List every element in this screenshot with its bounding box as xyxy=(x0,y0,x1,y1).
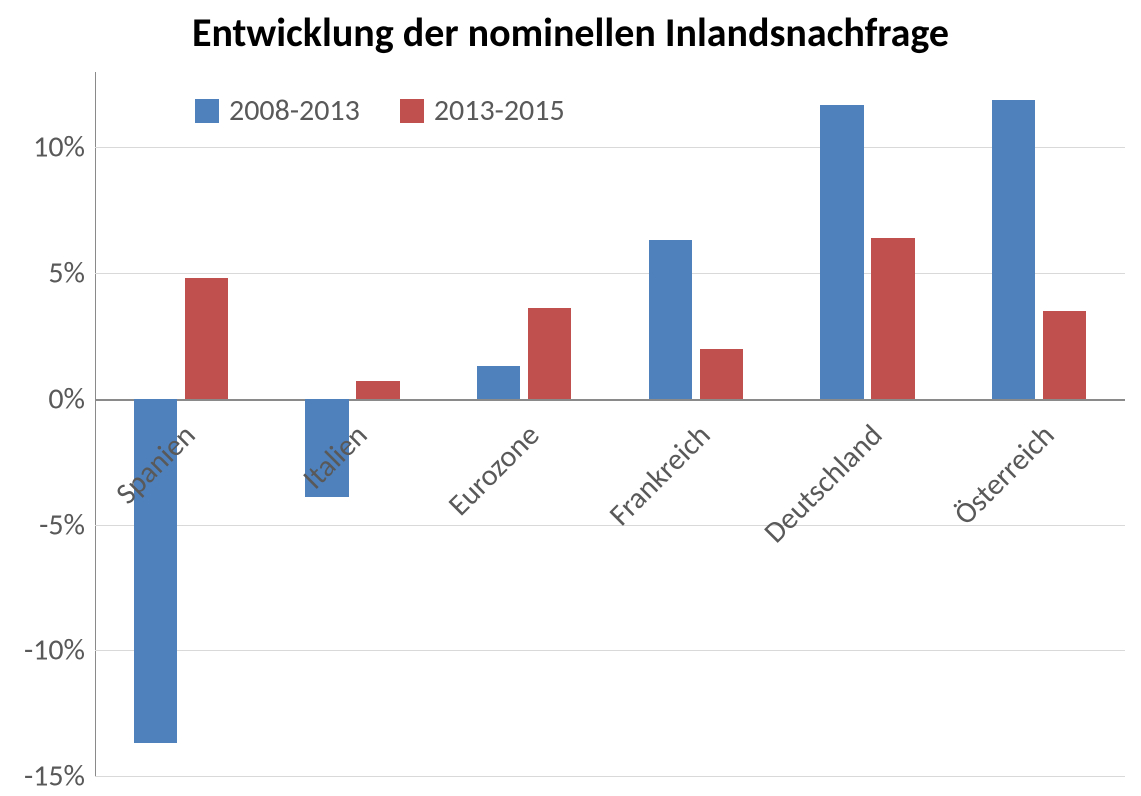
bar xyxy=(185,278,228,399)
bar xyxy=(820,105,863,399)
chart-title: Entwicklung der nominellen Inlandsnachfr… xyxy=(0,8,1141,57)
legend-swatch xyxy=(195,99,219,123)
plot-area: -15%-10%-5%0%5%10%SpanienItalienEurozone… xyxy=(95,72,1125,776)
gridline xyxy=(95,650,1125,651)
gridline xyxy=(95,147,1125,148)
category-label: Eurozone xyxy=(440,417,546,523)
y-tick-label: 5% xyxy=(48,255,95,292)
y-axis-line xyxy=(95,72,96,776)
bar xyxy=(477,366,520,399)
y-tick-label: 0% xyxy=(48,380,95,417)
legend-item: 2008-2013 xyxy=(195,92,360,129)
y-tick-label: 10% xyxy=(33,129,95,166)
category-label: Frankreich xyxy=(602,417,718,533)
bar xyxy=(871,238,914,399)
bar xyxy=(356,381,399,399)
bar xyxy=(1043,311,1086,399)
bar xyxy=(992,100,1035,399)
bar xyxy=(528,308,571,399)
legend: 2008-2013 2013-2015 xyxy=(195,92,565,129)
bar xyxy=(649,240,692,398)
y-tick-label: -15% xyxy=(24,758,95,795)
chart-container: Entwicklung der nominellen Inlandsnachfr… xyxy=(0,0,1141,796)
legend-label: 2013-2015 xyxy=(434,92,565,129)
bar xyxy=(700,349,743,399)
y-tick-label: -5% xyxy=(39,506,95,543)
legend-item: 2013-2015 xyxy=(400,92,565,129)
category-label: Österreich xyxy=(946,417,1062,533)
gridline xyxy=(95,776,1125,777)
legend-swatch xyxy=(400,99,424,123)
legend-label: 2008-2013 xyxy=(229,92,360,129)
gridline xyxy=(95,399,1125,401)
gridline xyxy=(95,273,1125,274)
category-label: Deutschland xyxy=(756,417,890,551)
y-tick-label: -10% xyxy=(24,632,95,669)
